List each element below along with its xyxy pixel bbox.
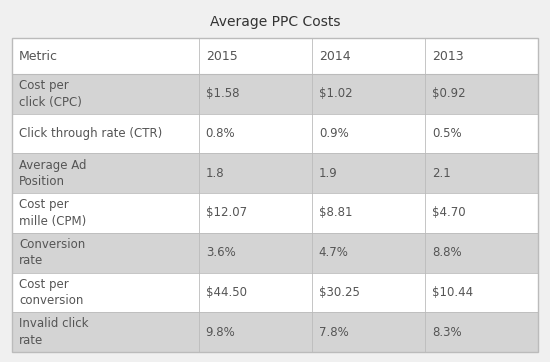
Bar [425,153,538,193]
Text: Invalid click
rate: Invalid click rate [19,317,89,347]
Text: 2013: 2013 [432,50,464,63]
Text: Average PPC Costs: Average PPC Costs [210,15,340,29]
Bar [425,233,538,273]
Bar [312,233,425,273]
Bar [312,38,425,74]
Text: Cost per
click (CPC): Cost per click (CPC) [19,79,82,109]
Text: Cost per
mille (CPM): Cost per mille (CPM) [19,198,86,228]
Text: 4.7%: 4.7% [319,246,349,259]
Text: Conversion
rate: Conversion rate [19,238,85,268]
Text: 1.9: 1.9 [319,167,338,180]
Text: 0.8%: 0.8% [206,127,235,140]
Text: $10.44: $10.44 [432,286,473,299]
Bar [12,74,199,114]
Bar [199,74,312,114]
Text: 9.8%: 9.8% [206,326,235,338]
Text: $0.92: $0.92 [432,87,465,100]
Bar [425,114,538,153]
Bar [12,153,199,193]
Text: $12.07: $12.07 [206,206,247,219]
Bar [12,38,199,74]
Bar [199,273,312,312]
Text: 7.8%: 7.8% [319,326,349,338]
Text: 1.8: 1.8 [206,167,224,180]
Text: 2.1: 2.1 [432,167,450,180]
Bar [312,193,425,233]
Bar [12,38,538,352]
Bar [12,233,199,273]
Text: $4.70: $4.70 [432,206,465,219]
Bar [12,38,538,352]
Text: 3.6%: 3.6% [206,246,235,259]
Bar [199,153,312,193]
Text: Cost per
conversion: Cost per conversion [19,278,84,307]
Bar [199,312,312,352]
Bar [312,312,425,352]
Text: 8.3%: 8.3% [432,326,461,338]
Bar [425,193,538,233]
Bar [12,114,199,153]
Bar [425,74,538,114]
Bar [12,312,199,352]
Bar [312,153,425,193]
Bar [199,233,312,273]
Bar [12,193,199,233]
Bar [312,74,425,114]
Text: 0.5%: 0.5% [432,127,461,140]
Bar [199,38,312,74]
Text: Average Ad
Position: Average Ad Position [19,159,86,188]
Text: Metric: Metric [19,50,58,63]
Text: $1.58: $1.58 [206,87,239,100]
Bar [425,38,538,74]
Bar [199,114,312,153]
Text: $44.50: $44.50 [206,286,247,299]
Bar [199,193,312,233]
Text: Click through rate (CTR): Click through rate (CTR) [19,127,162,140]
Bar [425,273,538,312]
Bar [312,273,425,312]
Text: $8.81: $8.81 [319,206,353,219]
Text: 2015: 2015 [206,50,238,63]
Text: $30.25: $30.25 [319,286,360,299]
Text: 8.8%: 8.8% [432,246,461,259]
Text: 0.9%: 0.9% [319,127,349,140]
Bar [425,312,538,352]
Bar [12,273,199,312]
Text: $1.02: $1.02 [319,87,353,100]
Text: 2014: 2014 [319,50,350,63]
Bar [312,114,425,153]
